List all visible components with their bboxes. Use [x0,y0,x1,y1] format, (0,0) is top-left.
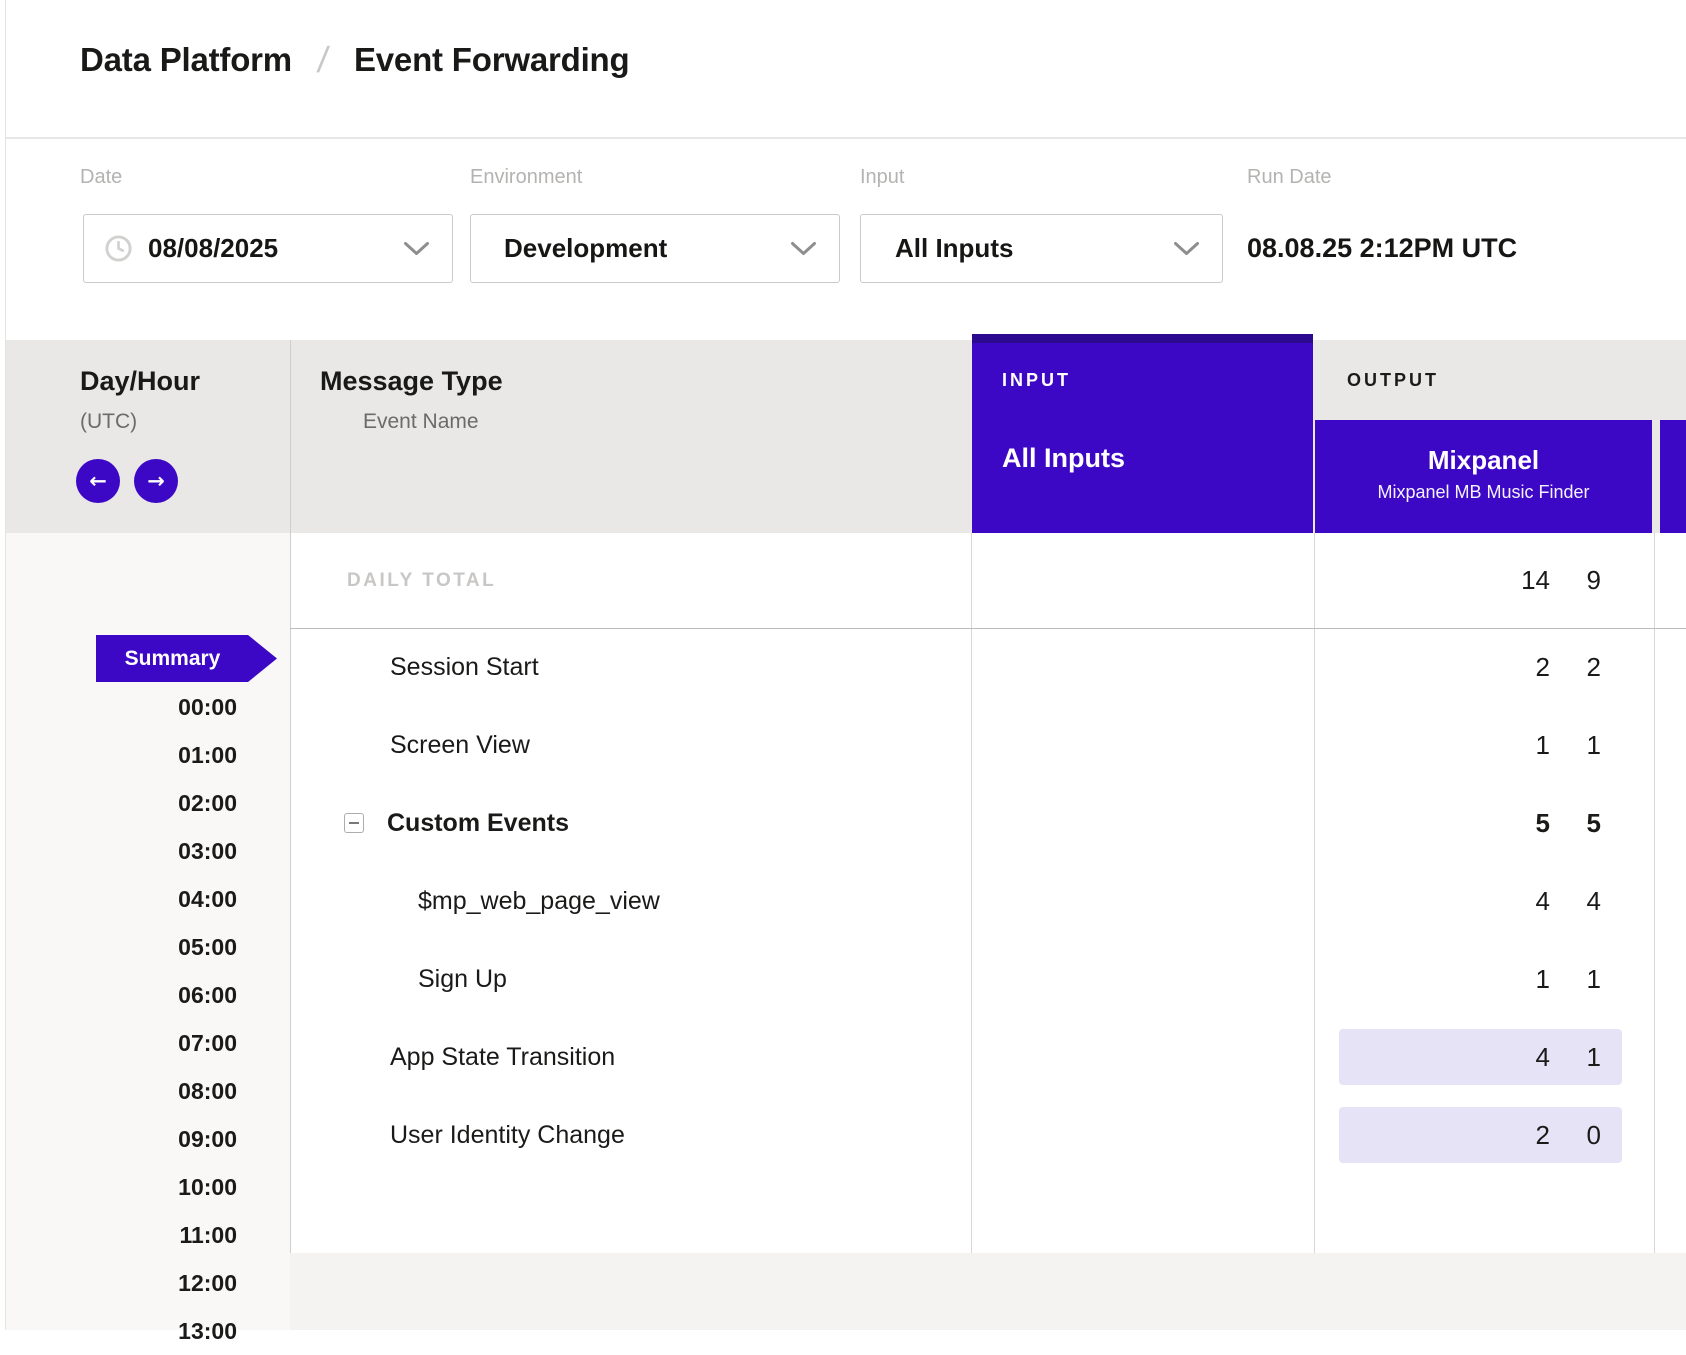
environment-dropdown[interactable]: Development [470,214,840,283]
input-count: 5 [1536,808,1550,839]
hour-row-label[interactable]: 02:00 [60,779,237,827]
input-count: 2 [1536,652,1550,683]
hour-row-label[interactable]: 05:00 [60,923,237,971]
collapse-expander-icon[interactable] [344,813,364,833]
output-count-cell: 0 [1315,1096,1601,1174]
chevron-down-icon [1173,241,1200,257]
table-footer-band [290,1253,1686,1330]
hour-row-label[interactable]: 09:00 [60,1115,237,1163]
hour-row-label[interactable]: 03:00 [60,827,237,875]
event-name: Session Start [390,653,539,682]
summary-row-tag[interactable]: Summary [96,635,277,682]
hour-row-label[interactable]: 04:00 [60,875,237,923]
output-count: 1 [1587,730,1601,761]
event-forwarding-page: Data Platform / Event Forwarding Date En… [0,0,1686,1330]
event-row[interactable]: $mp_web_page_view 4 4 [290,862,1686,940]
clock-icon [104,234,133,263]
output-count: 1 [1587,1042,1601,1073]
day-hour-column-subtitle: (UTC) [80,410,137,434]
input-count: 4 [1536,1042,1550,1073]
next-day-button[interactable]: → [134,459,178,503]
date-value: 08/08/2025 [148,233,278,264]
event-row[interactable]: Screen View 1 1 [290,706,1686,784]
output-count-cell: 1 [1315,1018,1601,1096]
output-section-label: OUTPUT [1347,370,1439,391]
date-dropdown[interactable]: 08/08/2025 [83,214,453,283]
hour-row-label[interactable]: 01:00 [60,731,237,779]
output-count: 2 [1587,652,1601,683]
output-count-cell: 2 [1315,628,1601,706]
input-filter-label: Input [860,166,904,189]
highlighted-cell-background [1339,1029,1622,1085]
hour-row-label[interactable]: 10:00 [60,1163,237,1211]
event-name: Custom Events [387,809,569,838]
event-name: $mp_web_page_view [418,887,660,916]
message-type-column-title: Message Type [320,366,503,397]
event-row[interactable]: Session Start 2 2 [290,628,1686,706]
day-hour-column-title: Day/Hour [80,366,200,397]
breadcrumb-separator: / [315,39,331,81]
summary-label: Summary [125,647,221,671]
event-name: User Identity Change [390,1121,625,1150]
input-section-label: INPUT [1002,370,1071,391]
chevron-down-icon [403,241,430,257]
input-count: 4 [1536,886,1550,917]
input-count: 1 [1536,730,1550,761]
arrow-right-icon: → [147,469,165,493]
output-count: 5 [1587,808,1601,839]
hour-row-label[interactable]: 07:00 [60,1019,237,1067]
hour-row-label[interactable]: 08:00 [60,1067,237,1115]
breadcrumb-section[interactable]: Data Platform [80,41,292,79]
environment-value: Development [504,233,667,264]
event-row[interactable]: Sign Up 1 1 [290,940,1686,1018]
event-row[interactable]: Custom Events 5 5 [290,784,1686,862]
event-row[interactable]: App State Transition 4 1 [290,1018,1686,1096]
output-count-cell: 1 [1315,706,1601,784]
chevron-down-icon [790,241,817,257]
date-filter-label: Date [80,166,122,189]
output-count: 4 [1587,886,1601,917]
output-count: 1 [1587,964,1601,995]
input-value: All Inputs [895,233,1013,264]
output-column-name: Mixpanel [1315,445,1652,476]
hour-row-label[interactable]: 06:00 [60,971,237,1019]
daily-total-row: DAILY TOTAL 14 9 [290,533,1686,628]
environment-filter-label: Environment [470,166,582,189]
output-count-cell: 4 [1315,862,1601,940]
daily-total-label: DAILY TOTAL [347,533,496,628]
event-row[interactable]: User Identity Change 2 0 [290,1096,1686,1174]
run-date-value: 08.08.25 2:12PM UTC [1247,214,1517,283]
highlighted-cell-background [1339,1107,1622,1163]
input-count: 1 [1536,964,1550,995]
run-date-label: Run Date [1247,166,1332,189]
hour-row-label[interactable]: 13:00 [60,1307,237,1355]
hour-row-label[interactable]: 12:00 [60,1259,237,1307]
output-count-cell: 1 [1315,940,1601,1018]
input-column-header: INPUT All Inputs [972,334,1313,533]
input-count: 2 [1536,1120,1550,1151]
output-column-header-mixpanel: Mixpanel Mixpanel MB Music Finder [1315,420,1652,533]
input-dropdown[interactable]: All Inputs [860,214,1223,283]
hour-row-label[interactable]: 00:00 [60,683,237,731]
breadcrumb: Data Platform / Event Forwarding [80,30,629,90]
event-name-column-subtitle: Event Name [363,410,479,434]
header-divider [6,137,1686,139]
input-column-name: All Inputs [1002,443,1125,474]
event-name: Screen View [390,731,530,760]
output-column-subtitle: Mixpanel MB Music Finder [1315,482,1652,503]
hour-row-label[interactable]: 11:00 [60,1211,237,1259]
event-name: Sign Up [418,965,507,994]
next-output-column-partial [1660,420,1686,533]
previous-day-button[interactable]: ← [76,459,120,503]
page-title: Event Forwarding [354,41,630,79]
output-count: 0 [1587,1120,1601,1151]
arrow-left-icon: ← [89,469,107,493]
output-count-cell: 5 [1315,784,1601,862]
event-name: App State Transition [390,1043,615,1072]
daily-total-output-value: 9 [1315,533,1601,628]
